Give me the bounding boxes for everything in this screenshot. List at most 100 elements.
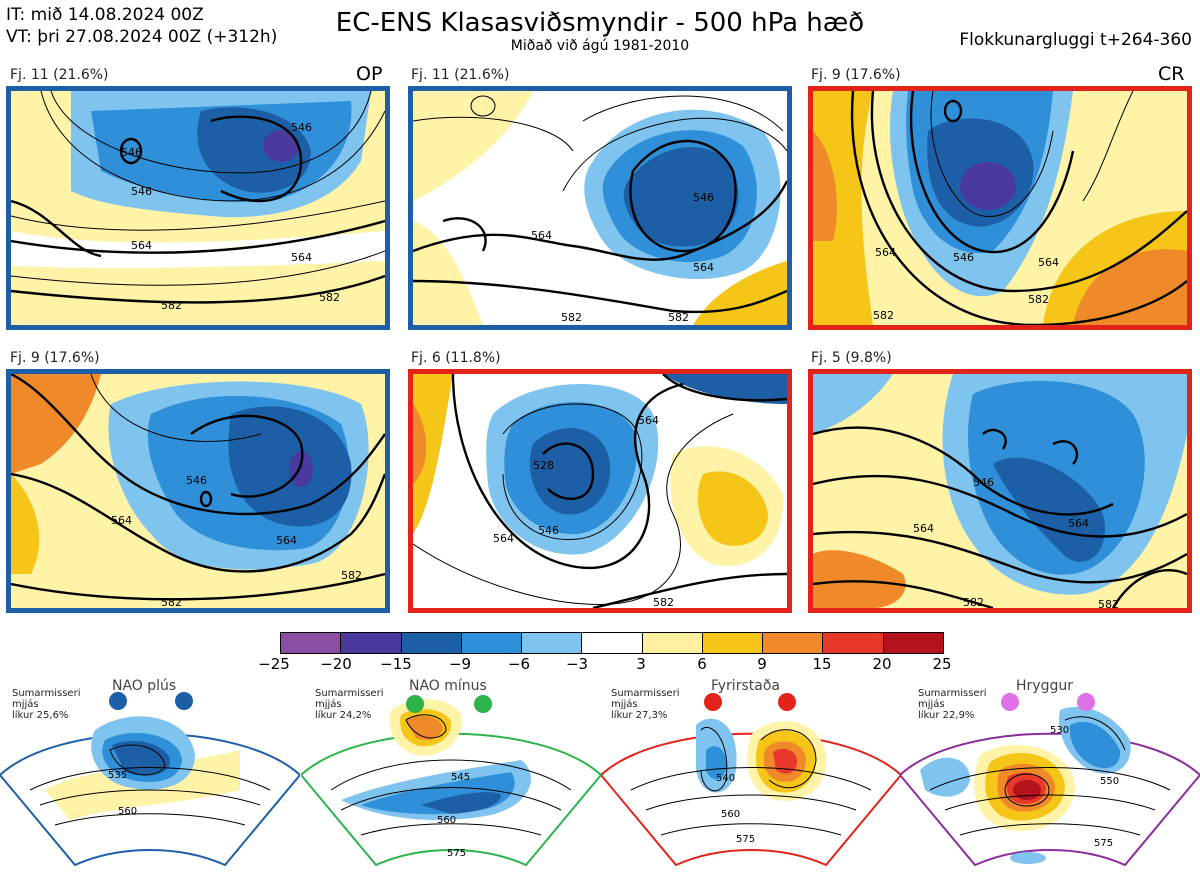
colorbar-segment xyxy=(401,633,462,653)
panel-1-label: Fj. 11 (21.6%) xyxy=(10,67,109,83)
regime-title: Hryggur xyxy=(1016,678,1073,694)
contour-label: 546 xyxy=(693,191,714,204)
colorbar-tick: 25 xyxy=(932,655,952,673)
panel-3-label: Fj. 9 (17.6%) xyxy=(811,67,901,83)
regime-blocking: 540 560 575 Fyrirstaða Sumarmisseri mjjá… xyxy=(599,678,903,871)
colorbar-tick: 6 xyxy=(697,655,707,673)
regime-title: NAO plús xyxy=(112,678,177,694)
contour-label: 546 xyxy=(121,146,142,159)
colorbar-tick: 9 xyxy=(757,655,767,673)
contour-label: 564 xyxy=(875,246,896,259)
contour-label: 582 xyxy=(668,311,689,324)
regime-contour-label: 560 xyxy=(118,806,137,817)
regime-season: Sumarmisseri xyxy=(611,688,680,699)
regime-months: mjjás xyxy=(12,699,39,710)
panel-3-tag: CR xyxy=(1158,63,1185,85)
colorbar-segment xyxy=(642,633,703,653)
contour-label: 582 xyxy=(1028,293,1049,306)
panel-1-tag: OP xyxy=(356,63,383,85)
cluster-map-6: 546 564 564 582 582 xyxy=(808,369,1192,613)
regime-season: Sumarmisseri xyxy=(918,688,987,699)
contour-label: 582 xyxy=(1098,598,1119,608)
regime-ridge: 530 550 575 Hryggur Sumarmisseri mjjás l… xyxy=(898,678,1200,871)
regime-contour-label: 545 xyxy=(451,772,470,783)
panel-6-label: Fj. 5 (9.8%) xyxy=(811,350,892,366)
regime-info: Sumarmisseri mjjás líkur 25,6% xyxy=(12,688,80,721)
contour-label: 564 xyxy=(493,532,514,545)
cluster-map-2: 564 546 564 582 582 xyxy=(408,86,792,330)
contour-label: 582 xyxy=(319,291,340,304)
colorbar xyxy=(280,632,944,654)
contour-label: 564 xyxy=(531,229,552,242)
regime-probability: líkur 24,2% xyxy=(315,710,372,721)
contour-label: 564 xyxy=(1068,517,1089,530)
contour-label: 564 xyxy=(913,522,934,535)
contour-label: 582 xyxy=(161,596,182,608)
valid-time: VT: þri 27.08.2024 00Z (+312h) xyxy=(6,27,278,47)
colorbar-segment xyxy=(883,633,943,653)
regime-contour-label: 575 xyxy=(1094,838,1113,849)
regime-contour-label: 550 xyxy=(1100,776,1119,787)
contour-label: 546 xyxy=(291,121,312,134)
contour-label: 564 xyxy=(131,239,152,252)
regime-probability: líkur 27,3% xyxy=(611,710,668,721)
contour-label: 582 xyxy=(561,311,582,324)
contour-label: 546 xyxy=(973,476,994,489)
page-subtitle: Miðað við ágú 1981-2010 xyxy=(510,38,690,54)
colorbar-tick: 3 xyxy=(636,655,646,673)
colorbar-segment xyxy=(763,633,824,653)
regime-probability: líkur 25,6% xyxy=(12,710,69,721)
regime-months: mjjás xyxy=(315,699,342,710)
cluster-map-3: 546 564 582 564 582 xyxy=(808,86,1192,330)
contour-label: 546 xyxy=(953,251,974,264)
regime-contour-label: 535 xyxy=(108,770,127,781)
colorbar-segment xyxy=(341,633,402,653)
regime-info: Sumarmisseri mjjás líkur 27,3% xyxy=(611,688,679,721)
panel-2-label: Fj. 11 (21.6%) xyxy=(411,67,510,83)
contour-label: 564 xyxy=(291,251,312,264)
regime-title: Fyrirstaða xyxy=(711,678,780,694)
cluster-map-1: 546 564 582 546 564 582 546 xyxy=(6,86,390,330)
contour-label: 582 xyxy=(653,596,674,608)
contour-label: 582 xyxy=(341,569,362,582)
colorbar-tick: −20 xyxy=(320,655,352,673)
contour-label: 528 xyxy=(533,459,554,472)
colorbar-segment xyxy=(522,633,583,653)
initial-time: IT: mið 14.08.2024 00Z xyxy=(6,5,204,25)
cluster-map-4: 546 564 582 582 564 xyxy=(6,369,390,613)
contour-label: 564 xyxy=(276,534,297,547)
regime-contour-label: 560 xyxy=(721,809,740,820)
regime-contour-label: 575 xyxy=(447,848,466,859)
colorbar-segment xyxy=(582,633,643,653)
panel-5-label: Fj. 6 (11.8%) xyxy=(411,350,501,366)
colorbar-tick: −6 xyxy=(507,655,531,673)
regime-contour-label: 540 xyxy=(716,773,735,784)
cluster-map-5: 528 546 564 564 582 xyxy=(408,369,792,613)
regime-months: mjjás xyxy=(611,699,638,710)
contour-label: 546 xyxy=(186,474,207,487)
regime-info: Sumarmisseri mjjás líkur 24,2% xyxy=(315,688,383,721)
contour-label: 564 xyxy=(693,261,714,274)
colorbar-segment xyxy=(702,633,764,653)
regime-season: Sumarmisseri xyxy=(315,688,384,699)
colorbar-segment xyxy=(823,633,884,653)
contour-label: 564 xyxy=(111,514,132,527)
regime-probability: líkur 22,9% xyxy=(918,710,975,721)
contour-label: 564 xyxy=(638,414,659,427)
colorbar-segment xyxy=(281,633,342,653)
colorbar-segment xyxy=(461,633,523,653)
colorbar-tick: −3 xyxy=(565,655,589,673)
contour-label: 546 xyxy=(131,185,152,198)
header-info: IT: mið 14.08.2024 00Z VT: þri 27.08.202… xyxy=(6,4,277,48)
regime-contour-label: 560 xyxy=(437,815,456,826)
regime-months: mjjás xyxy=(918,699,945,710)
regime-nao-plus: 535 560 NAO plús Sumarmisseri mjjás líku… xyxy=(0,678,302,871)
colorbar-tick: −9 xyxy=(448,655,472,673)
regime-title: NAO mínus xyxy=(409,678,487,694)
contour-label: 546 xyxy=(538,524,559,537)
contour-label: 582 xyxy=(873,309,894,322)
classification-window: Flokkunargluggi t+264-360 xyxy=(959,30,1192,50)
regime-season: Sumarmisseri xyxy=(12,688,81,699)
colorbar-tick: 15 xyxy=(812,655,832,673)
panel-4-label: Fj. 9 (17.6%) xyxy=(10,350,100,366)
